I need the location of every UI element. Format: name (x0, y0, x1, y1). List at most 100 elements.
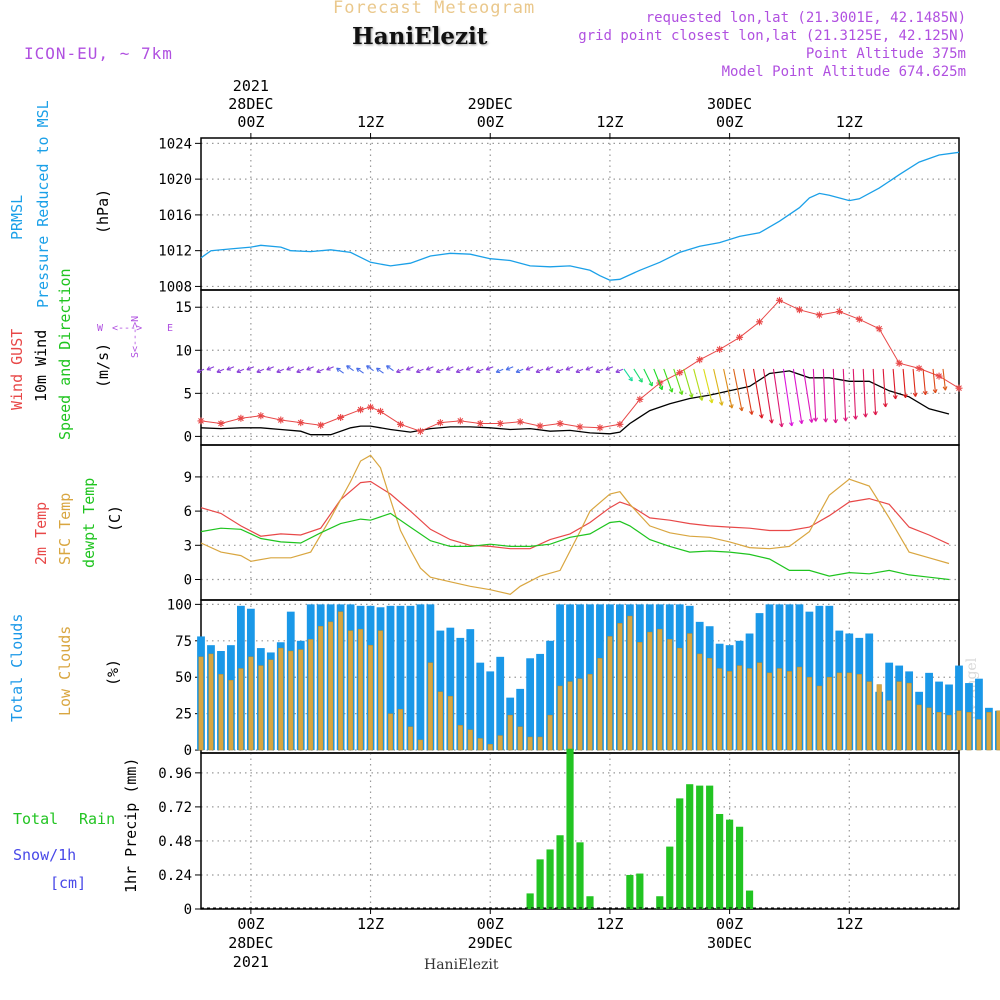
low-cloud-bar (946, 714, 952, 751)
top-date-label: 29DEC (468, 95, 513, 113)
rain-bar (546, 849, 554, 909)
y-tick-label: 1024 (158, 136, 192, 152)
y-tick-label: 0.96 (158, 766, 192, 782)
panel-pressure: 1008 1012 1016 1020 1024 (158, 136, 960, 295)
wind-direction-arrow (743, 368, 753, 415)
low-cloud-bar (308, 639, 314, 751)
low-cloud-bar (238, 668, 244, 751)
panel-frame (200, 289, 960, 446)
wind-arrow-head (882, 403, 888, 408)
wind-arrow-head (658, 385, 664, 391)
gust-marker (955, 384, 963, 392)
wind-direction-arrow (476, 368, 484, 373)
gust-marker (277, 416, 285, 424)
wind-arrow-head (595, 368, 600, 374)
y-tick-label: 0 (184, 902, 192, 918)
gust-marker (416, 427, 424, 435)
wind-direction-arrow (812, 368, 817, 422)
wind-arrow-head (216, 368, 221, 374)
wind-arrow-head (316, 368, 321, 374)
wind-speed-line (200, 370, 950, 436)
wind-arrow-head (425, 366, 431, 371)
low-cloud-bar (328, 621, 334, 751)
wind-arrow-head (376, 367, 381, 373)
temp-unit-label: (C) (106, 505, 124, 532)
wind-arrow-head (769, 419, 774, 424)
wind-direction-arrow (376, 367, 384, 374)
wind-direction-arrow (852, 368, 857, 420)
wind-direction-arrow (366, 365, 374, 372)
wind-direction-arrow (326, 366, 334, 371)
wind-direction-arrow (902, 368, 907, 398)
gust-marker (636, 395, 644, 403)
low-cloud-bar (417, 739, 423, 751)
low-cloud-bar (407, 726, 413, 751)
low-cloud-bar (348, 630, 354, 751)
wind-arrow-head (306, 366, 311, 371)
precip-cm-label: [cm] (50, 874, 86, 892)
wind-direction-arrow (206, 366, 215, 371)
wind-arrow-head (833, 419, 838, 424)
low-cloud-bar (617, 623, 623, 751)
low-cloud-bar (278, 647, 284, 751)
total-cloud-bar (496, 656, 505, 751)
wind-arrow-head (813, 417, 819, 422)
low-cloud-bar (198, 656, 204, 751)
wind-arrow-head (615, 368, 620, 374)
top-hour-label: 00Z (237, 113, 264, 131)
low-cloud-bar (707, 658, 713, 751)
wind-direction-arrow (772, 368, 783, 428)
total-cloud-bar (406, 605, 415, 751)
wind-arrow-head (535, 368, 541, 374)
low-cloud-bar (607, 636, 613, 751)
low-cloud-bar (856, 674, 862, 751)
wind-arrow-head (346, 365, 351, 370)
gust-marker (257, 412, 265, 420)
rain-bar (626, 874, 634, 909)
wind-arrow-head (728, 404, 734, 409)
low-cloud-bar (228, 679, 234, 751)
compass-west-label: W (97, 323, 104, 334)
low-cloud-bar (996, 710, 1000, 751)
low-cloud-bar (836, 672, 842, 751)
wind-arrow-head (266, 366, 271, 371)
wind-arrow-head (638, 378, 643, 383)
pressure-label-prmsl: PRMSL (8, 195, 26, 240)
low-cloud-bar (737, 665, 743, 751)
gust-marker (377, 407, 385, 415)
wind-direction-arrow (782, 368, 793, 427)
y-tick-label: 15 (175, 300, 192, 316)
low-cloud-bar (298, 649, 304, 751)
wind-direction-arrow (792, 368, 803, 424)
top-year-label: 2021 (233, 77, 269, 95)
low-cloud-bar (796, 666, 802, 751)
wind-arrow-head (668, 388, 674, 393)
gust-marker (716, 345, 724, 353)
gust-marker (835, 308, 843, 316)
wind-direction-arrow (723, 368, 733, 409)
wind-arrow-head (759, 414, 764, 419)
total-clouds-label: Total Clouds (8, 614, 26, 722)
wind-arrow-head (545, 366, 551, 371)
wind-arrow-head (585, 366, 591, 371)
wind-direction-arrow (703, 368, 713, 404)
low-cloud-bar (567, 681, 573, 751)
temp-dewpt-line (200, 512, 950, 581)
wind-direction-arrow (673, 368, 683, 395)
wind-arrow-head (932, 389, 938, 394)
wind-arrow-head (326, 366, 331, 371)
low-cloud-bar (687, 633, 693, 751)
rain-bar (706, 785, 714, 909)
low-cloud-bar (527, 736, 533, 751)
low-cloud-bar (916, 704, 922, 751)
wind-direction-arrow (872, 368, 877, 415)
wind-arrow-head (853, 415, 858, 420)
wind-arrow-head (276, 368, 281, 374)
top-hour-label: 12Z (357, 113, 384, 131)
footer-title: HaniElezit (424, 957, 499, 973)
panel-precip: 0 0.24 0.48 0.72 0.96 (158, 752, 960, 918)
wind-arrow-head (495, 368, 501, 374)
low-cloud-bar (976, 719, 982, 751)
wind-arrow-head (605, 366, 610, 371)
wind-arrow-head (708, 398, 714, 404)
